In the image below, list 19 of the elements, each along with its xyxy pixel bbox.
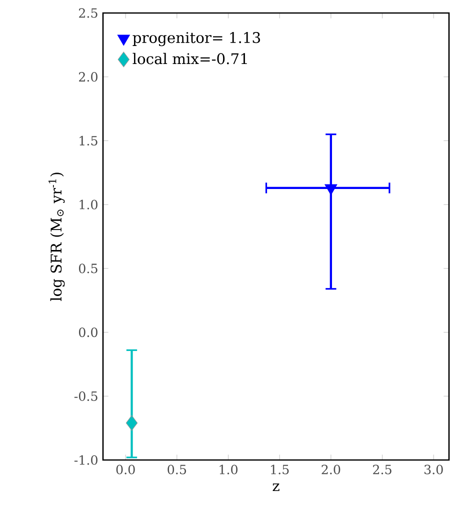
x-tick-label: 0.0 bbox=[116, 464, 135, 474]
legend-label: progenitor= 1.13 bbox=[132, 32, 260, 46]
x-tick-label: 1.5 bbox=[271, 464, 289, 474]
y-tick-label: -1.0 bbox=[74, 455, 98, 465]
x-axis-title: z bbox=[272, 483, 280, 492]
x-tick-label: 3.0 bbox=[424, 464, 443, 474]
x-tick-label: 1.0 bbox=[220, 464, 238, 474]
legend-label: local mix=-0.71 bbox=[132, 52, 247, 64]
y-tick-label: 1.5 bbox=[80, 136, 98, 146]
y-tick-label: 1.0 bbox=[80, 200, 98, 210]
x-tick-label: 2.5 bbox=[373, 464, 392, 474]
x-tick-label: 0.5 bbox=[168, 464, 186, 474]
y-tick-label: -0.5 bbox=[74, 391, 98, 401]
y-tick-label: 0.0 bbox=[78, 327, 98, 338]
y-tick-label: 0.5 bbox=[78, 264, 98, 274]
y-axis-title: log SFR (M$_{⊙}$ yr$^{-1}$) bbox=[48, 172, 65, 302]
y-tick-label: 2.0 bbox=[79, 72, 98, 82]
x-tick-label: 2.0 bbox=[322, 464, 340, 474]
y-tick-label: 2.5 bbox=[79, 8, 98, 18]
